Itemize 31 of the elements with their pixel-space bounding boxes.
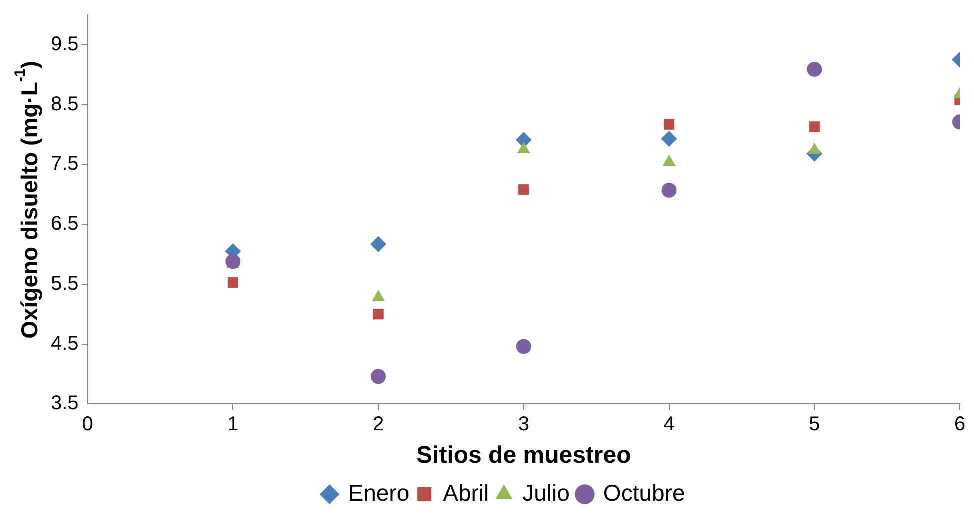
point: [228, 277, 238, 288]
point: [518, 184, 530, 196]
legend-label: Octubre: [603, 480, 686, 506]
y-tick-label: 8.5: [50, 93, 79, 116]
y-tick-label: 6.5: [50, 213, 79, 236]
y-tick-label: 7.5: [50, 153, 79, 176]
point: [371, 369, 386, 384]
legend-label: Abril: [443, 480, 490, 506]
point: [662, 182, 677, 198]
point: [373, 309, 384, 320]
y-tick-label: 5.5: [50, 272, 79, 295]
y-tick-label: 9.5: [50, 33, 79, 56]
y-tick-label: 4.5: [50, 332, 79, 355]
x-tick-label: 2: [372, 414, 384, 436]
x-tick-label: 5: [809, 414, 820, 436]
point: [226, 254, 241, 270]
point: [807, 62, 822, 77]
point: [664, 119, 675, 130]
x-tick-label: 4: [664, 414, 675, 436]
point: [809, 122, 820, 132]
x-tick-label: 0: [82, 414, 94, 436]
y-tick-label: 3.5: [50, 392, 79, 415]
point: [516, 339, 532, 354]
point: [661, 130, 678, 147]
point: [370, 236, 387, 252]
x-axis-title: Sitios de muestreo: [416, 442, 632, 470]
x-tick-label: 6: [954, 414, 966, 436]
x-tick-label: 1: [228, 414, 239, 436]
legend-label: Enero: [348, 480, 410, 506]
x-tick-label: 3: [518, 414, 530, 436]
legend-label: Julio: [522, 480, 570, 506]
